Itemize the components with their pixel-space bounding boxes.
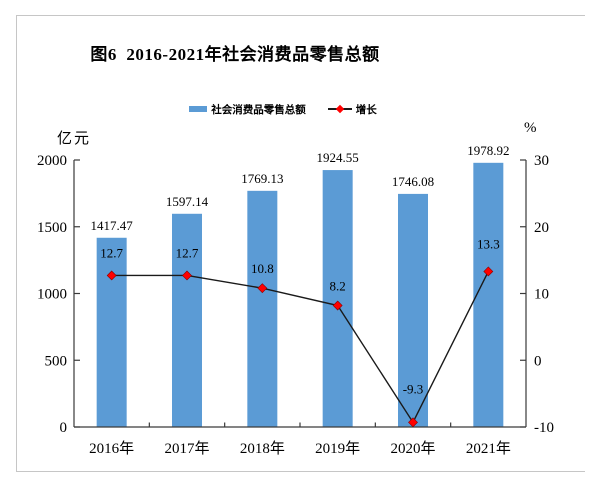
right-tick-label-0: 0 <box>534 353 542 369</box>
bar-value-label-2020年: 1746.08 <box>392 174 434 189</box>
x-label-2020年: 2020年 <box>390 440 435 457</box>
legend-item-growth: 增长 <box>327 102 377 117</box>
bar-value-label-2018年: 1769.13 <box>241 171 283 186</box>
x-label-2019年: 2019年 <box>315 440 360 457</box>
right-tick-label-10: 10 <box>534 287 549 303</box>
growth-value-label-2021年: 13.3 <box>477 236 500 251</box>
x-label-2016年: 2016年 <box>89 440 134 457</box>
growth-value-label-2018年: 10.8 <box>251 261 274 276</box>
legend-label-retail: 社会消费品零售总额 <box>211 104 306 116</box>
growth-value-label-2017年: 12.7 <box>176 245 199 260</box>
x-label-2021年: 2021年 <box>466 440 511 457</box>
legend: 社会消费品零售总额 增长 <box>0 101 566 117</box>
legend-item-retail: 社会消费品零售总额 <box>189 102 306 117</box>
growth-marker-2018年 <box>257 283 268 294</box>
left-tick-label-0: 0 <box>60 420 68 436</box>
bar-2021年 <box>473 162 504 427</box>
right-tick-label--10: -10 <box>534 420 554 436</box>
growth-value-label-2016年: 12.7 <box>100 245 123 260</box>
growth-marker-2021年 <box>483 266 494 277</box>
bar-value-label-2017年: 1597.14 <box>166 194 209 209</box>
bar-2019年 <box>322 170 353 427</box>
bar-2016年 <box>96 237 127 427</box>
left-tick-label-1000: 1000 <box>37 287 67 303</box>
right-tick-label-30: 30 <box>534 153 549 169</box>
line-diamond-swatch-icon <box>327 104 352 113</box>
bar-2017年 <box>172 213 202 427</box>
chart-title: 图6 2016-2021年社会消费品零售总额 <box>90 45 380 64</box>
bar-value-label-2019年: 1924.55 <box>317 150 359 165</box>
bar-2018年 <box>247 190 278 427</box>
right-axis-unit-label: % <box>524 120 537 136</box>
bar-value-label-2016年: 1417.47 <box>91 218 134 233</box>
figure-border <box>16 15 585 472</box>
left-axis-unit-label: 亿元 <box>57 131 92 147</box>
growth-value-label-2019年: 8.2 <box>330 279 346 294</box>
bar-swatch-icon <box>189 106 208 112</box>
bar-2020年 <box>398 193 428 427</box>
x-label-2017年: 2017年 <box>164 440 209 457</box>
growth-value-label-2020年: -9.3 <box>403 381 424 396</box>
left-tick-label-1500: 1500 <box>37 220 67 236</box>
growth-marker-2020年 <box>408 417 418 428</box>
growth-line <box>111 271 489 424</box>
growth-marker-2017年 <box>182 270 192 281</box>
right-tick-label-20: 20 <box>534 220 549 236</box>
bar-value-label-2021年: 1978.92 <box>467 143 509 158</box>
legend-label-growth: 增长 <box>355 104 377 116</box>
left-tick-label-2000: 2000 <box>37 153 67 169</box>
left-tick-label-500: 500 <box>45 353 68 369</box>
growth-marker-2016年 <box>106 270 117 281</box>
growth-marker-2019年 <box>332 300 343 311</box>
x-label-2018年: 2018年 <box>240 440 285 457</box>
